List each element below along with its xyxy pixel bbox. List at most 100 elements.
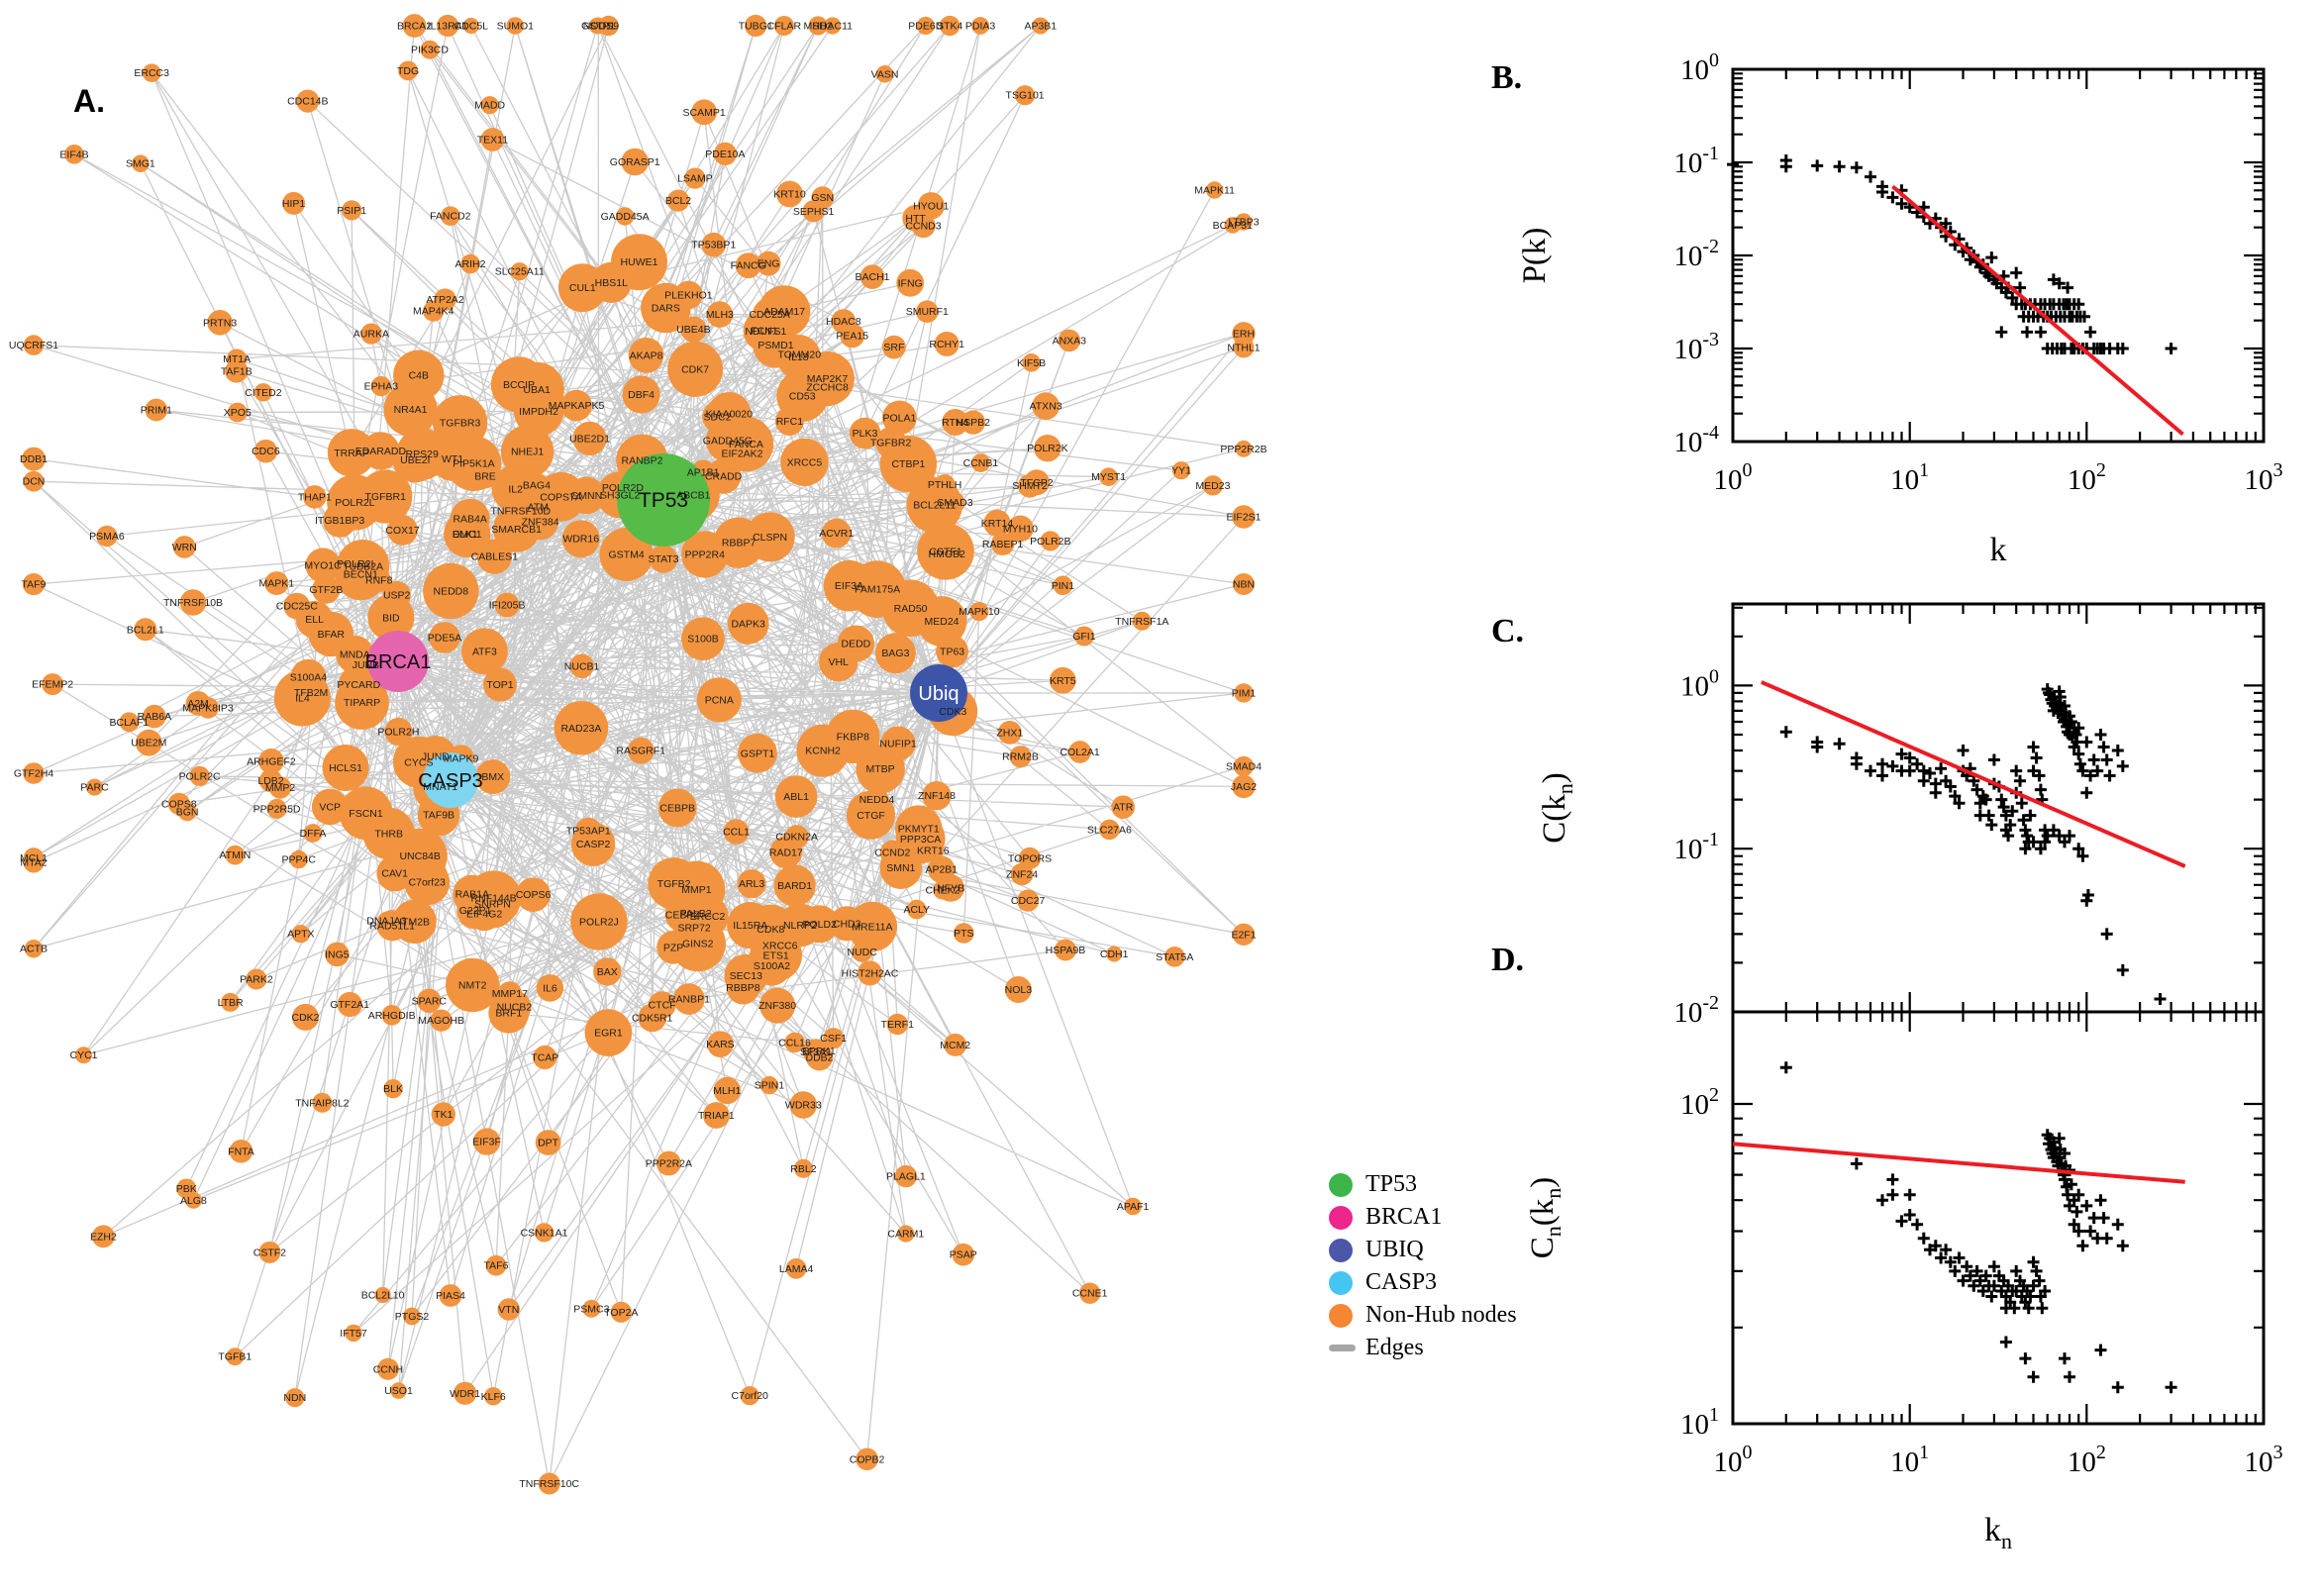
gene-label: XRCC5 — [787, 456, 823, 468]
network-node — [441, 206, 460, 226]
gene-label: LSAMP — [677, 173, 713, 185]
gene-label: FKBP8 — [837, 731, 869, 743]
scatter-points — [1779, 683, 2167, 1005]
gene-label: MAPK8IP3 — [182, 702, 234, 714]
network-node — [1022, 353, 1041, 372]
gene-label: BGN — [176, 806, 199, 818]
gene-label: TGFBR2 — [870, 437, 912, 449]
gene-label: PDE5A — [428, 633, 461, 645]
hub-node-ubiq — [910, 664, 967, 722]
edge-swatch-icon — [1329, 1345, 1356, 1351]
gene-label: GORASP1 — [610, 156, 660, 168]
gene-label: SH3GL2 — [600, 489, 640, 501]
network-node — [874, 633, 916, 674]
panel-label-a: A. — [73, 83, 105, 119]
gene-label: IL15RA — [733, 920, 767, 932]
network-node — [1009, 746, 1032, 768]
network-node — [483, 667, 517, 702]
network-node — [119, 712, 140, 733]
gene-label: CTCF — [649, 1000, 676, 1012]
gene-label: ADAM17 — [763, 306, 805, 318]
gene-label: SLC27A6 — [1087, 824, 1132, 836]
network-node — [431, 1102, 455, 1127]
gene-label: RNF144B — [471, 893, 517, 905]
network-node — [713, 142, 738, 165]
y-axis-title: P(k) — [1517, 228, 1553, 284]
network-node — [387, 515, 418, 546]
network-node — [322, 745, 369, 791]
gene-label: DBF4 — [628, 389, 655, 401]
gene-label: PARK2 — [240, 974, 273, 986]
gene-label: RRM2B — [1002, 751, 1039, 763]
network-node — [1053, 575, 1073, 596]
gene-label: MAPK11 — [1194, 185, 1235, 197]
gene-label: KCNH2 — [805, 746, 841, 757]
network-node — [23, 335, 45, 355]
gene-label: ACVR1 — [819, 528, 854, 540]
legend-item: Non-Hub nodes — [1329, 1299, 1517, 1332]
gene-label: BCCIP — [503, 379, 535, 391]
gene-label: CCNB1 — [963, 457, 999, 469]
network-node — [824, 17, 842, 35]
network-node — [92, 1225, 115, 1248]
hub-node-tp53 — [617, 453, 710, 547]
gene-label: DNAJA3 — [366, 916, 406, 928]
gene-label: TOP1 — [486, 679, 513, 691]
scatter-points — [1779, 1061, 2177, 1394]
gene-label: NLRP2 — [783, 920, 817, 932]
gene-label: COPS6 — [516, 889, 552, 901]
network-node — [622, 375, 660, 414]
network-node — [1034, 435, 1061, 462]
network-node — [461, 628, 508, 675]
network-node — [897, 1225, 915, 1243]
network-node — [1235, 440, 1253, 457]
network-node — [392, 828, 448, 884]
gene-label: DMC1 — [453, 529, 482, 541]
network-node — [1099, 819, 1120, 841]
network-node — [292, 1003, 319, 1031]
gene-label: TUBB2A — [343, 560, 383, 572]
gene-label: PEA15 — [836, 330, 868, 342]
network-node — [339, 786, 393, 841]
gene-label: MED24 — [924, 616, 959, 628]
network-node — [823, 1028, 845, 1049]
network-node — [510, 262, 529, 281]
network-node — [377, 911, 396, 931]
gene-label: JUNB — [353, 659, 379, 671]
network-node — [1164, 947, 1185, 967]
network-node — [360, 323, 382, 345]
gene-label: BAG3 — [881, 648, 909, 659]
gene-label: RAD23A — [560, 723, 601, 735]
network-node — [823, 559, 875, 612]
gene-label: UBE2M — [131, 738, 166, 749]
gene-label: CCNH — [373, 1363, 403, 1375]
gene-label: IL4 — [295, 693, 310, 705]
gene-label: PKMYT1 — [898, 824, 940, 836]
network-node — [740, 1386, 759, 1406]
gene-label: BCAP31 — [1213, 220, 1253, 232]
gene-label: MAPK9 — [444, 752, 479, 764]
gene-label: STAT5A — [1156, 951, 1193, 963]
network-node — [283, 592, 311, 620]
network-node — [456, 891, 494, 930]
panel-label-d: D. — [1491, 942, 1525, 978]
network-node — [142, 63, 161, 82]
network-node — [538, 1472, 560, 1495]
network-node — [840, 323, 865, 349]
network-node — [145, 398, 168, 422]
gene-label: RBBP7 — [722, 538, 757, 549]
hub-node-brca1 — [367, 631, 429, 692]
network-node — [303, 824, 323, 843]
network-node — [907, 899, 927, 920]
gene-label: TGFBR1 — [364, 491, 406, 503]
network-node — [859, 264, 885, 289]
gene-label: MNDA — [340, 649, 370, 661]
gene-label: NTHL1 — [1227, 342, 1260, 353]
gene-label: DFFA — [300, 828, 327, 840]
gene-label: ERH — [1233, 328, 1255, 340]
gene-label: JUND — [422, 751, 450, 763]
network-node — [572, 421, 607, 455]
gene-label: ELL — [305, 614, 324, 626]
